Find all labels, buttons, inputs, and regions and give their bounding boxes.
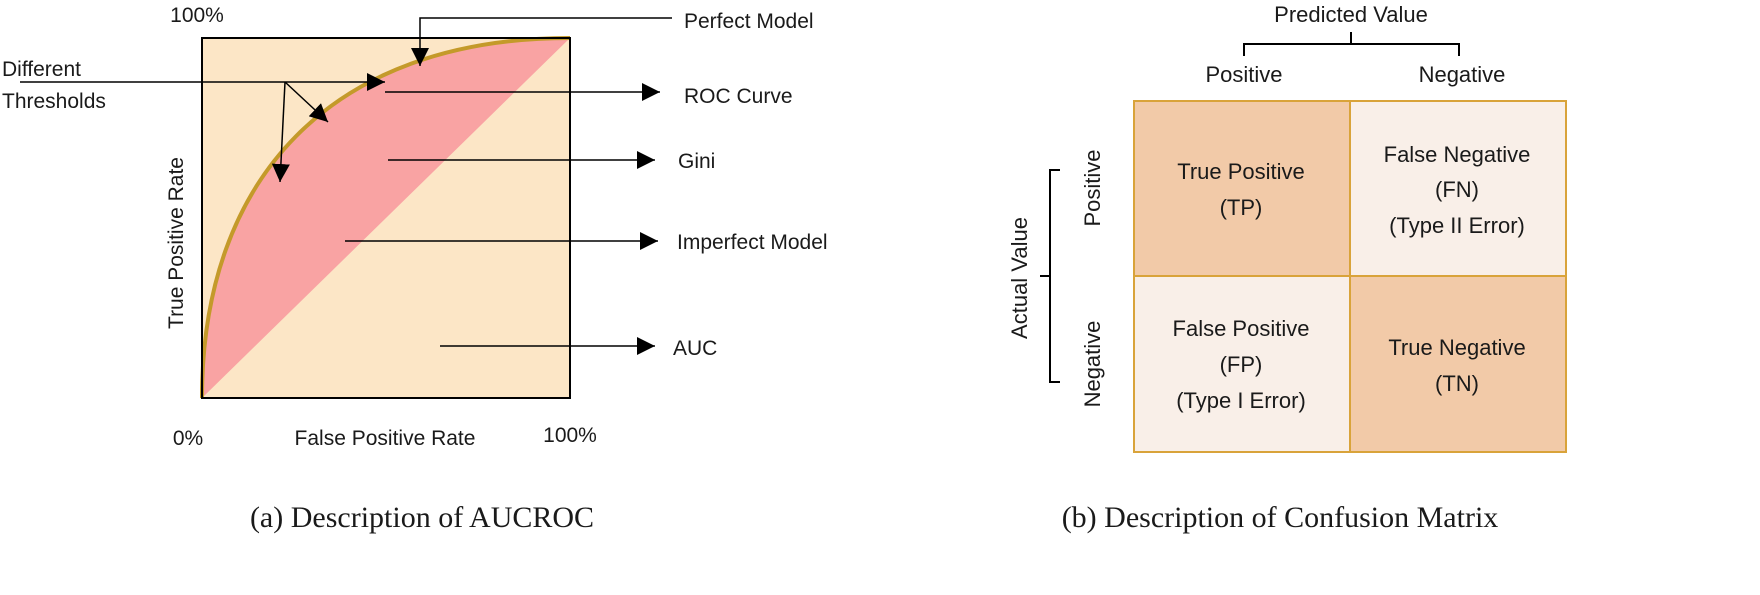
gini-label: Gini bbox=[678, 150, 715, 173]
gini-region bbox=[202, 38, 570, 398]
thresholds-label-line2: Thresholds bbox=[2, 90, 106, 113]
roc-curve-label: ROC Curve bbox=[684, 85, 793, 108]
cell-true-negative bbox=[1349, 275, 1567, 453]
x-right-label: 100% bbox=[543, 424, 597, 447]
actual-brace bbox=[1040, 169, 1060, 383]
roc-caption: (a) Description of AUCROC bbox=[250, 501, 594, 534]
x-axis-label: False Positive Rate bbox=[295, 427, 476, 450]
fp-line3: (Type I Error) bbox=[1176, 388, 1306, 413]
y-axis-label: True Positive Rate bbox=[165, 157, 188, 329]
imperfect-model-label: Imperfect Model bbox=[677, 231, 828, 254]
fn-line2: (FN) bbox=[1435, 177, 1479, 202]
tn-line2: (TN) bbox=[1435, 371, 1479, 396]
predicted-value-title: Predicted Value bbox=[1274, 2, 1428, 27]
row-header-negative: Negative bbox=[1080, 321, 1105, 408]
cell-false-negative bbox=[1349, 100, 1567, 277]
cell-true-positive bbox=[1133, 100, 1351, 277]
tn-line1: True Negative bbox=[1388, 335, 1525, 360]
fn-line3: (Type II Error) bbox=[1389, 213, 1525, 238]
col-header-negative: Negative bbox=[1419, 62, 1506, 87]
origin-label: 0% bbox=[173, 427, 203, 450]
y-top-label: 100% bbox=[170, 4, 224, 27]
perfect-model-arrow bbox=[411, 17, 672, 66]
threshold-arrow-lower bbox=[271, 81, 290, 183]
perfect-model-label: Perfect Model bbox=[684, 10, 814, 33]
roc-curve bbox=[200, 36, 571, 399]
tp-line2: (TP) bbox=[1220, 195, 1263, 220]
thresholds-label-line1: Different bbox=[2, 58, 81, 81]
confusion-panel: Predicted Value Positive Negative Actual… bbox=[1007, 2, 1567, 534]
col-header-positive: Positive bbox=[1205, 62, 1282, 87]
row-header-positive: Positive bbox=[1080, 149, 1105, 226]
fp-line1: False Positive bbox=[1173, 316, 1310, 341]
fn-line1: False Negative bbox=[1384, 142, 1531, 167]
confusion-caption: (b) Description of Confusion Matrix bbox=[1062, 501, 1499, 534]
roc-frame bbox=[201, 37, 571, 399]
auc-label: AUC bbox=[673, 337, 717, 360]
fp-line2: (FP) bbox=[1220, 352, 1263, 377]
threshold-arrow-upper bbox=[284, 81, 329, 123]
tp-line1: True Positive bbox=[1177, 159, 1305, 184]
actual-value-title: Actual Value bbox=[1007, 217, 1032, 339]
predicted-brace bbox=[1243, 32, 1460, 56]
roc-panel: 100% 0% 100% False Positive Rate True Po… bbox=[2, 4, 828, 534]
cell-false-positive bbox=[1133, 275, 1351, 453]
